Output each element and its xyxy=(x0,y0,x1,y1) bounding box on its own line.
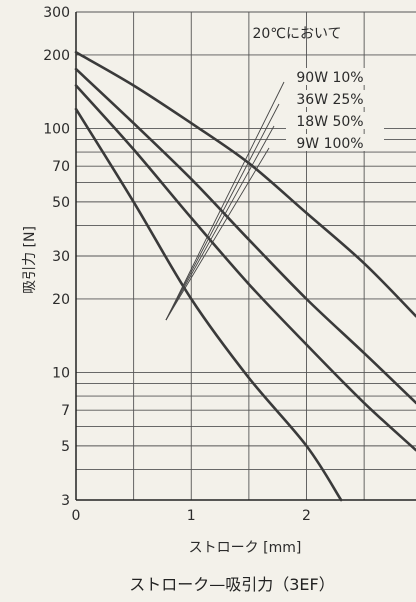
y-tick-labels: 300 200 100 70 50 30 20 10 7 5 3 xyxy=(43,5,70,509)
legend-label: 90W 10% xyxy=(296,70,363,86)
legend: 90W 10% 36W 25% 18W 50% 9W 100% xyxy=(165,68,384,321)
series-line xyxy=(74,67,416,405)
y-tick-label: 200 xyxy=(43,48,70,64)
x-axis-label: ストローク [mm] xyxy=(189,540,302,556)
legend-leader-line xyxy=(165,103,280,321)
y-tick-label: 100 xyxy=(43,121,70,137)
chart-title: ストローク—吸引力（3EF） xyxy=(129,575,335,594)
grid xyxy=(75,11,416,501)
y-tick-label: 5 xyxy=(61,439,70,455)
legend-leader-line xyxy=(165,147,270,321)
legend-label-bg xyxy=(286,112,384,129)
series-line xyxy=(74,107,343,502)
y-tick-label: 10 xyxy=(52,365,70,381)
legend-label-bg xyxy=(286,68,384,85)
x-tick-label: 0 xyxy=(72,508,81,524)
series-line xyxy=(74,51,416,318)
x-tick-labels: 0123 xyxy=(72,508,311,524)
legend-leader-line xyxy=(165,81,285,321)
condition-annotation: 20℃において xyxy=(252,26,341,42)
legend-label: 36W 25% xyxy=(296,92,363,108)
series-lines xyxy=(74,51,416,502)
y-tick-label: 300 xyxy=(43,5,70,21)
series-line xyxy=(74,84,416,452)
y-tick-label: 70 xyxy=(52,159,70,175)
x-tick-label: 1 xyxy=(187,508,196,524)
legend-label: 18W 50% xyxy=(296,114,363,130)
y-tick-label: 20 xyxy=(52,292,70,308)
y-tick-label: 50 xyxy=(52,195,70,211)
legend-leader-line xyxy=(165,125,275,321)
y-tick-label: 30 xyxy=(52,249,70,265)
legend-label-bg xyxy=(286,134,384,151)
y-axis-label: 吸引力 [N] xyxy=(22,226,38,294)
y-tick-label: 7 xyxy=(61,403,70,419)
y-tick-label: 3 xyxy=(61,493,70,509)
legend-label-bg xyxy=(286,90,384,107)
legend-label: 9W 100% xyxy=(296,136,363,152)
x-tick-label: 2 xyxy=(302,508,311,524)
